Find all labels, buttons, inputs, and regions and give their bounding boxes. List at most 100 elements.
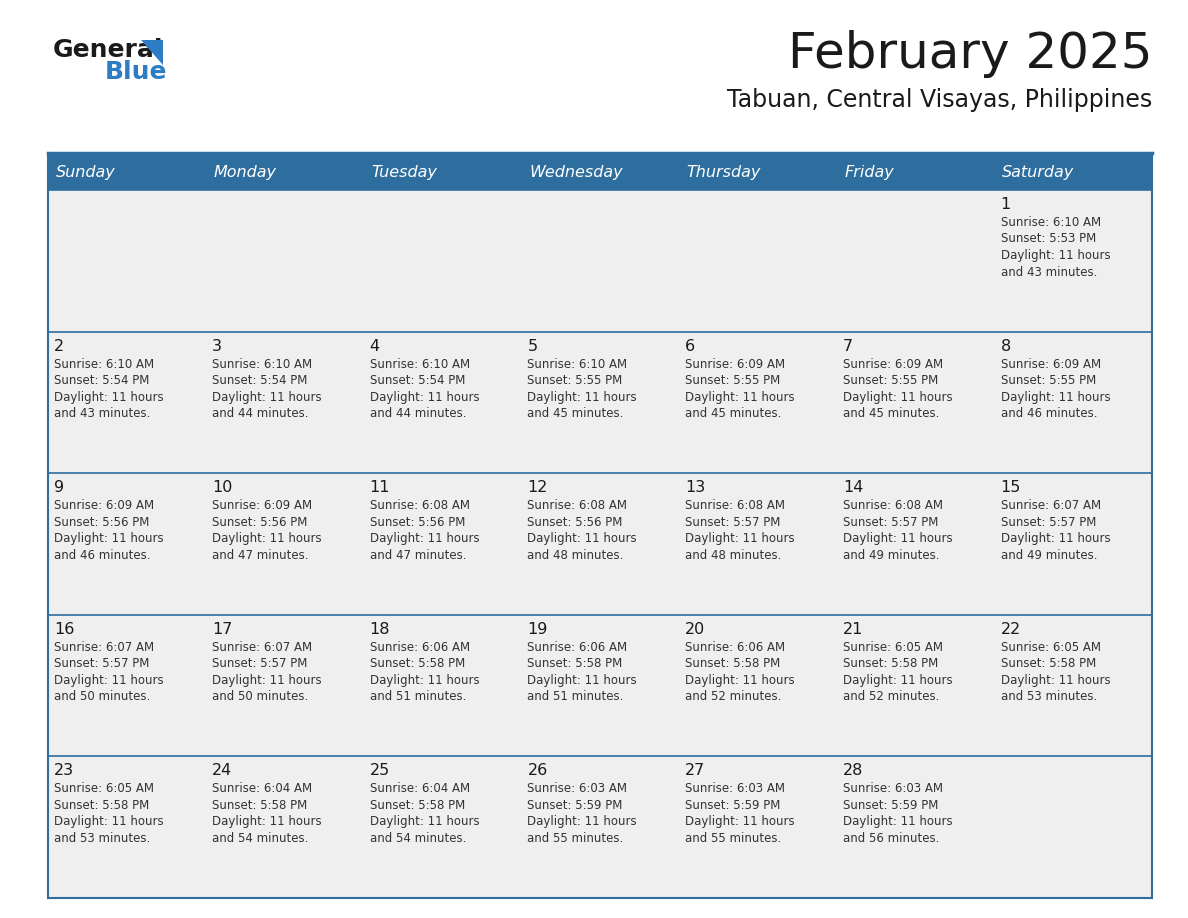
Text: 17: 17 bbox=[211, 621, 233, 637]
Polygon shape bbox=[141, 40, 163, 65]
Text: Sunrise: 6:08 AM: Sunrise: 6:08 AM bbox=[685, 499, 785, 512]
Text: Tuesday: Tuesday bbox=[372, 165, 437, 180]
Text: Sunrise: 6:10 AM: Sunrise: 6:10 AM bbox=[211, 358, 312, 371]
Text: and 52 minutes.: and 52 minutes. bbox=[685, 690, 782, 703]
Text: Sunset: 5:57 PM: Sunset: 5:57 PM bbox=[55, 657, 150, 670]
Bar bbox=[206, 331, 364, 473]
Text: Sunset: 5:57 PM: Sunset: 5:57 PM bbox=[685, 516, 781, 529]
Text: Sunset: 5:57 PM: Sunset: 5:57 PM bbox=[842, 516, 939, 529]
Text: 28: 28 bbox=[842, 764, 864, 778]
Bar bbox=[836, 756, 994, 898]
Text: Sunset: 5:58 PM: Sunset: 5:58 PM bbox=[842, 657, 939, 670]
Text: 3: 3 bbox=[211, 339, 222, 353]
Text: Daylight: 11 hours: Daylight: 11 hours bbox=[527, 815, 637, 828]
Text: Sunrise: 6:08 AM: Sunrise: 6:08 AM bbox=[842, 499, 943, 512]
Text: Sunrise: 6:05 AM: Sunrise: 6:05 AM bbox=[55, 782, 154, 795]
Text: and 43 minutes.: and 43 minutes. bbox=[55, 407, 151, 420]
Text: Daylight: 11 hours: Daylight: 11 hours bbox=[527, 674, 637, 687]
Text: Sunrise: 6:03 AM: Sunrise: 6:03 AM bbox=[685, 782, 785, 795]
Text: Saturday: Saturday bbox=[1003, 165, 1074, 180]
Bar bbox=[206, 190, 364, 331]
Text: Sunset: 5:55 PM: Sunset: 5:55 PM bbox=[685, 375, 781, 387]
Bar bbox=[206, 756, 364, 898]
Text: Daylight: 11 hours: Daylight: 11 hours bbox=[55, 674, 164, 687]
Text: Sunrise: 6:04 AM: Sunrise: 6:04 AM bbox=[369, 782, 470, 795]
Text: and 54 minutes.: and 54 minutes. bbox=[211, 832, 309, 845]
Text: and 49 minutes.: and 49 minutes. bbox=[1000, 549, 1097, 562]
Text: Daylight: 11 hours: Daylight: 11 hours bbox=[527, 390, 637, 404]
Bar bbox=[994, 473, 1152, 615]
Text: Daylight: 11 hours: Daylight: 11 hours bbox=[211, 532, 322, 545]
Text: and 48 minutes.: and 48 minutes. bbox=[685, 549, 782, 562]
Text: 27: 27 bbox=[685, 764, 706, 778]
Text: Daylight: 11 hours: Daylight: 11 hours bbox=[369, 532, 480, 545]
Text: Sunrise: 6:07 AM: Sunrise: 6:07 AM bbox=[1000, 499, 1101, 512]
Bar bbox=[994, 756, 1152, 898]
Bar bbox=[364, 155, 522, 190]
Text: Daylight: 11 hours: Daylight: 11 hours bbox=[1000, 674, 1111, 687]
Text: Sunset: 5:58 PM: Sunset: 5:58 PM bbox=[527, 657, 623, 670]
Text: Sunset: 5:58 PM: Sunset: 5:58 PM bbox=[369, 799, 465, 812]
Bar bbox=[48, 331, 206, 473]
Text: 26: 26 bbox=[527, 764, 548, 778]
Bar bbox=[48, 190, 206, 331]
Text: Sunrise: 6:04 AM: Sunrise: 6:04 AM bbox=[211, 782, 312, 795]
Text: Sunrise: 6:09 AM: Sunrise: 6:09 AM bbox=[211, 499, 312, 512]
Text: Daylight: 11 hours: Daylight: 11 hours bbox=[55, 815, 164, 828]
Text: and 52 minutes.: and 52 minutes. bbox=[842, 690, 940, 703]
Text: Sunset: 5:57 PM: Sunset: 5:57 PM bbox=[1000, 516, 1097, 529]
Text: 21: 21 bbox=[842, 621, 864, 637]
Text: Sunrise: 6:07 AM: Sunrise: 6:07 AM bbox=[211, 641, 312, 654]
Bar bbox=[836, 473, 994, 615]
Bar bbox=[206, 615, 364, 756]
Bar bbox=[994, 155, 1152, 190]
Text: Sunset: 5:58 PM: Sunset: 5:58 PM bbox=[211, 799, 308, 812]
Bar bbox=[522, 756, 678, 898]
Text: 25: 25 bbox=[369, 764, 390, 778]
Text: and 55 minutes.: and 55 minutes. bbox=[527, 832, 624, 845]
Text: Sunset: 5:59 PM: Sunset: 5:59 PM bbox=[685, 799, 781, 812]
Text: 20: 20 bbox=[685, 621, 706, 637]
Bar bbox=[678, 615, 836, 756]
Text: and 45 minutes.: and 45 minutes. bbox=[527, 407, 624, 420]
Bar bbox=[364, 756, 522, 898]
Text: Sunset: 5:56 PM: Sunset: 5:56 PM bbox=[527, 516, 623, 529]
Text: 12: 12 bbox=[527, 480, 548, 495]
Text: Sunset: 5:58 PM: Sunset: 5:58 PM bbox=[1000, 657, 1095, 670]
Text: 22: 22 bbox=[1000, 621, 1020, 637]
Text: Sunrise: 6:08 AM: Sunrise: 6:08 AM bbox=[527, 499, 627, 512]
Bar bbox=[678, 473, 836, 615]
Text: Daylight: 11 hours: Daylight: 11 hours bbox=[685, 390, 795, 404]
Text: and 43 minutes.: and 43 minutes. bbox=[1000, 265, 1097, 278]
Text: 4: 4 bbox=[369, 339, 380, 353]
Text: Daylight: 11 hours: Daylight: 11 hours bbox=[55, 390, 164, 404]
Text: 5: 5 bbox=[527, 339, 538, 353]
Text: Sunset: 5:55 PM: Sunset: 5:55 PM bbox=[1000, 375, 1095, 387]
Text: Daylight: 11 hours: Daylight: 11 hours bbox=[1000, 249, 1111, 262]
Text: Daylight: 11 hours: Daylight: 11 hours bbox=[55, 532, 164, 545]
Text: 24: 24 bbox=[211, 764, 233, 778]
Bar bbox=[364, 190, 522, 331]
Text: Sunrise: 6:03 AM: Sunrise: 6:03 AM bbox=[527, 782, 627, 795]
Text: 11: 11 bbox=[369, 480, 390, 495]
Bar bbox=[364, 473, 522, 615]
Text: and 56 minutes.: and 56 minutes. bbox=[842, 832, 940, 845]
Bar bbox=[994, 331, 1152, 473]
Text: Sunrise: 6:10 AM: Sunrise: 6:10 AM bbox=[527, 358, 627, 371]
Text: 6: 6 bbox=[685, 339, 695, 353]
Text: Daylight: 11 hours: Daylight: 11 hours bbox=[842, 674, 953, 687]
Text: and 44 minutes.: and 44 minutes. bbox=[211, 407, 309, 420]
Text: Sunrise: 6:05 AM: Sunrise: 6:05 AM bbox=[1000, 641, 1100, 654]
Bar bbox=[678, 155, 836, 190]
Text: Sunrise: 6:10 AM: Sunrise: 6:10 AM bbox=[55, 358, 154, 371]
Text: and 53 minutes.: and 53 minutes. bbox=[1000, 690, 1097, 703]
Text: and 50 minutes.: and 50 minutes. bbox=[55, 690, 151, 703]
Text: Sunset: 5:58 PM: Sunset: 5:58 PM bbox=[369, 657, 465, 670]
Bar bbox=[678, 190, 836, 331]
Text: Daylight: 11 hours: Daylight: 11 hours bbox=[1000, 390, 1111, 404]
Text: February 2025: February 2025 bbox=[788, 30, 1152, 78]
Text: Daylight: 11 hours: Daylight: 11 hours bbox=[685, 815, 795, 828]
Text: Monday: Monday bbox=[214, 165, 277, 180]
Text: Sunrise: 6:09 AM: Sunrise: 6:09 AM bbox=[55, 499, 154, 512]
Text: Sunset: 5:59 PM: Sunset: 5:59 PM bbox=[527, 799, 623, 812]
